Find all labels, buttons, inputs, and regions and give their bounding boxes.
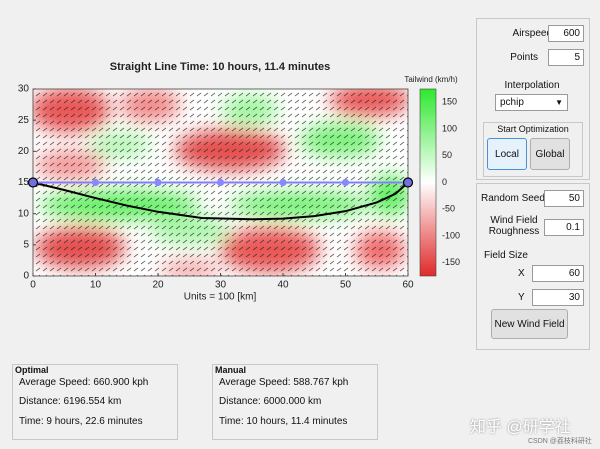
control-point: [154, 178, 162, 187]
colorbar-tick-label: -150: [442, 257, 460, 267]
plot-title: Straight Line Time: 10 hours, 11.4 minut…: [110, 61, 330, 73]
control-point: [402, 177, 414, 188]
field-y-input[interactable]: 30: [532, 289, 584, 306]
colorbar-label: Tailwind (km/h): [404, 75, 458, 84]
manual-time: Time: 10 hours, 11.4 minutes: [219, 416, 348, 427]
global-button[interactable]: Global: [530, 138, 570, 170]
optimal-path: [32, 181, 409, 221]
watermark-small: CSDN @荔枝科研社: [528, 438, 592, 445]
random-seed-label: Random Seed: [481, 193, 545, 204]
manual-panel: [212, 364, 378, 440]
airspeed-label: Airspeed: [512, 28, 552, 39]
colorbar: [419, 88, 437, 277]
y-tick-label: 0: [23, 271, 29, 282]
x-tick-label: 10: [90, 280, 102, 291]
manual-speed: Average Speed: 588.767 kph: [219, 377, 349, 388]
airspeed-input[interactable]: 600: [548, 25, 584, 42]
y-tick-label: 5: [23, 239, 29, 250]
field-size-label: Field Size: [484, 250, 528, 261]
x-tick-label: 20: [152, 280, 164, 291]
optimization-group: [483, 122, 583, 177]
random-seed-input[interactable]: 50: [544, 190, 584, 207]
y-tick-label: 25: [18, 115, 30, 126]
roughness-label-1: Wind Field: [490, 215, 538, 226]
y-tick-label: 10: [18, 208, 30, 219]
interpolation-label: Interpolation: [504, 80, 560, 91]
interpolation-dropdown[interactable]: pchip ▼: [495, 94, 568, 111]
local-button[interactable]: Local: [487, 138, 527, 170]
field-x-label: X: [518, 268, 525, 279]
x-tick-label: 60: [402, 280, 414, 291]
y-tick-label: 30: [18, 84, 30, 95]
manual-title: Manual: [215, 365, 247, 375]
control-point: [341, 178, 350, 187]
watermark: 知乎 @研学社: [470, 419, 571, 436]
optimal-time: Time: 9 hours, 22.6 minutes: [19, 416, 143, 427]
field-y-label: Y: [518, 292, 525, 303]
colorbar-tick-label: 50: [442, 150, 452, 160]
x-tick-label: 0: [30, 280, 36, 291]
optimal-panel: [12, 364, 178, 440]
colorbar-tick-label: 0: [442, 177, 447, 187]
roughness-label-2: Roughness: [488, 226, 540, 237]
points-label: Points: [510, 52, 538, 63]
optimal-title: Optimal: [15, 365, 49, 375]
colorbar-tick-label: -100: [442, 230, 460, 240]
optimal-distance: Distance: 6196.554 km: [19, 396, 122, 407]
roughness-input[interactable]: 0.1: [544, 219, 584, 236]
colorbar-tick-label: 150: [442, 97, 457, 107]
x-tick-label: 40: [277, 280, 289, 291]
optimal-speed: Average Speed: 660.900 kph: [19, 377, 149, 388]
new-wind-field-button[interactable]: New Wind Field: [491, 309, 568, 339]
colorbar-tick-label: -50: [442, 204, 455, 214]
control-point: [216, 178, 225, 187]
optimization-title: Start Optimization: [497, 124, 569, 134]
colorbar-tick-label: 100: [442, 123, 457, 133]
manual-distance: Distance: 6000.000 km: [219, 396, 322, 407]
y-tick-label: 15: [18, 177, 30, 188]
x-axis-label: Units = 100 [km]: [184, 292, 257, 303]
dropdown-arrow: ▼: [555, 98, 563, 107]
control-point: [91, 178, 100, 187]
points-input[interactable]: 5: [548, 49, 584, 66]
x-tick-label: 50: [340, 280, 352, 291]
y-tick-label: 20: [18, 146, 30, 157]
settings-panel: [476, 18, 590, 180]
control-point: [27, 177, 39, 188]
control-point: [279, 178, 287, 187]
field-panel: [476, 183, 590, 350]
dropdown-value: pchip: [500, 97, 524, 108]
field-x-input[interactable]: 60: [532, 265, 584, 282]
wind-plot: Straight Line Time: 10 hours, 11.4 minut…: [18, 61, 460, 303]
x-tick-label: 30: [215, 280, 227, 291]
